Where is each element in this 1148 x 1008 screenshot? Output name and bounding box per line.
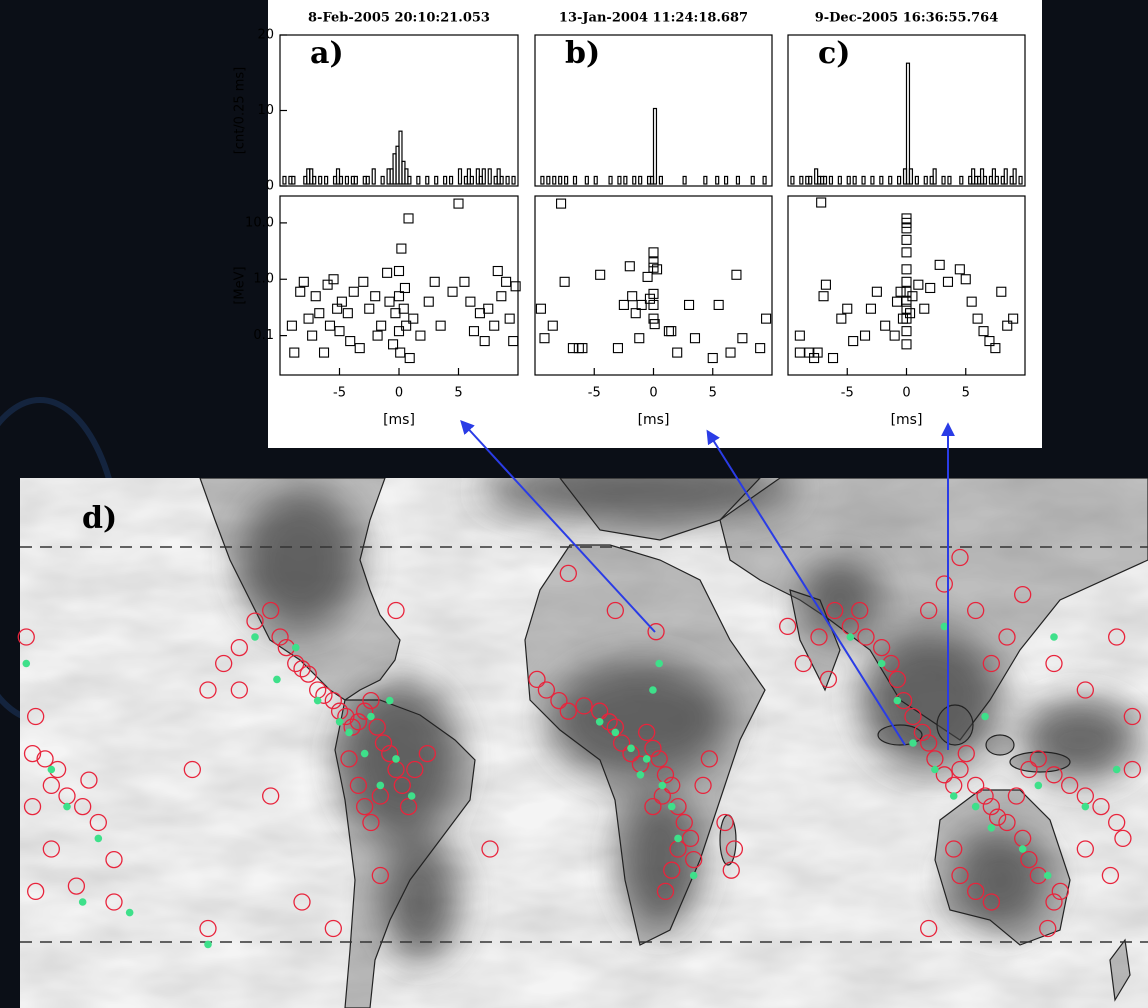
panel-title: 13-Jan-2004 11:24:18.687 — [559, 11, 748, 26]
y-tick-label: 10 — [257, 103, 274, 118]
panel-letter: b) — [565, 36, 600, 71]
tgf-location — [627, 745, 635, 753]
y-tick-label: 10.0 — [245, 215, 274, 230]
tgf-location — [655, 660, 663, 668]
tgf-location — [972, 803, 980, 811]
tgf-location — [1050, 633, 1058, 641]
tgf-location — [48, 766, 56, 774]
tgf-location — [637, 771, 645, 779]
tgf-location — [612, 729, 620, 737]
tgf-location — [95, 835, 103, 843]
tgf-location — [596, 718, 604, 726]
tgf-location — [408, 792, 416, 800]
tgf-location — [941, 623, 949, 631]
tgf-location — [345, 729, 353, 737]
plot-frame — [535, 196, 772, 375]
tgf-location — [251, 633, 259, 641]
tgf-location — [674, 835, 682, 843]
tgf-location — [1035, 782, 1043, 790]
x-tick-label: 0 — [649, 386, 657, 401]
x-tick-label: 0 — [902, 386, 910, 401]
x-axis-label: [ms] — [383, 412, 415, 428]
page: 8-Feb-2005 20:10:21.053 a) [cnt/0.25 ms] 0 1… — [0, 0, 1148, 1008]
tgf-location — [659, 782, 667, 790]
tgf-location — [878, 660, 886, 668]
tgf-location — [367, 713, 375, 721]
panel-title: 9-Dec-2005 16:36:55.764 — [815, 11, 999, 26]
x-tick-label: -5 — [333, 386, 346, 401]
tgf-location — [950, 792, 958, 800]
tgf-location — [909, 739, 917, 747]
tgf-location — [847, 633, 855, 641]
panel-letter: d) — [82, 501, 117, 536]
panel-letter: c) — [818, 36, 850, 71]
y-tick-label: 0.1 — [253, 328, 274, 343]
x-tick-label: 5 — [454, 386, 462, 401]
tgf-location — [336, 718, 344, 726]
y-tick-label: 1.0 — [253, 272, 274, 287]
x-tick-label: -5 — [841, 386, 854, 401]
y-axis-label: [MeV] — [233, 266, 248, 304]
tgf-location — [126, 909, 134, 917]
tgf-location — [361, 750, 369, 758]
panel-letter: a) — [310, 36, 344, 71]
tgf-location — [22, 660, 30, 668]
tgf-location — [314, 697, 322, 705]
tgf-location — [981, 713, 989, 721]
tgf-location — [1082, 803, 1090, 811]
tgf-location — [894, 697, 902, 705]
tgf-location — [643, 755, 651, 763]
y-axis-label: [cnt/0.25 ms] — [233, 67, 248, 155]
tgf-location — [392, 755, 400, 763]
tgf-location — [273, 676, 281, 684]
tgf-location — [1044, 872, 1052, 880]
tgf-location — [668, 803, 676, 811]
tgf-location — [292, 644, 300, 652]
tgf-location — [79, 898, 87, 906]
tgf-location — [690, 872, 698, 880]
tgf-location — [988, 824, 996, 832]
panel-title: 8-Feb-2005 20:10:21.053 — [308, 11, 490, 26]
x-tick-label: -5 — [588, 386, 601, 401]
x-tick-label: 5 — [709, 386, 717, 401]
x-axis-label: [ms] — [638, 412, 670, 428]
x-axis-label: [ms] — [891, 412, 923, 428]
tgf-location — [1113, 766, 1121, 774]
tgf-location — [931, 766, 939, 774]
x-tick-label: 5 — [962, 386, 970, 401]
tgf-location — [649, 686, 657, 694]
y-tick-label: 0 — [266, 179, 274, 194]
tgf-location — [1019, 845, 1027, 853]
figure: 8-Feb-2005 20:10:21.053 a) [cnt/0.25 ms] 0 1… — [0, 0, 1148, 1008]
map-background — [20, 460, 1148, 1008]
tgf-location — [386, 697, 394, 705]
x-tick-label: 0 — [395, 386, 403, 401]
tgf-location — [63, 803, 71, 811]
y-tick-label: 20 — [257, 28, 274, 43]
tgf-location — [204, 941, 212, 949]
tgf-location — [377, 782, 385, 790]
